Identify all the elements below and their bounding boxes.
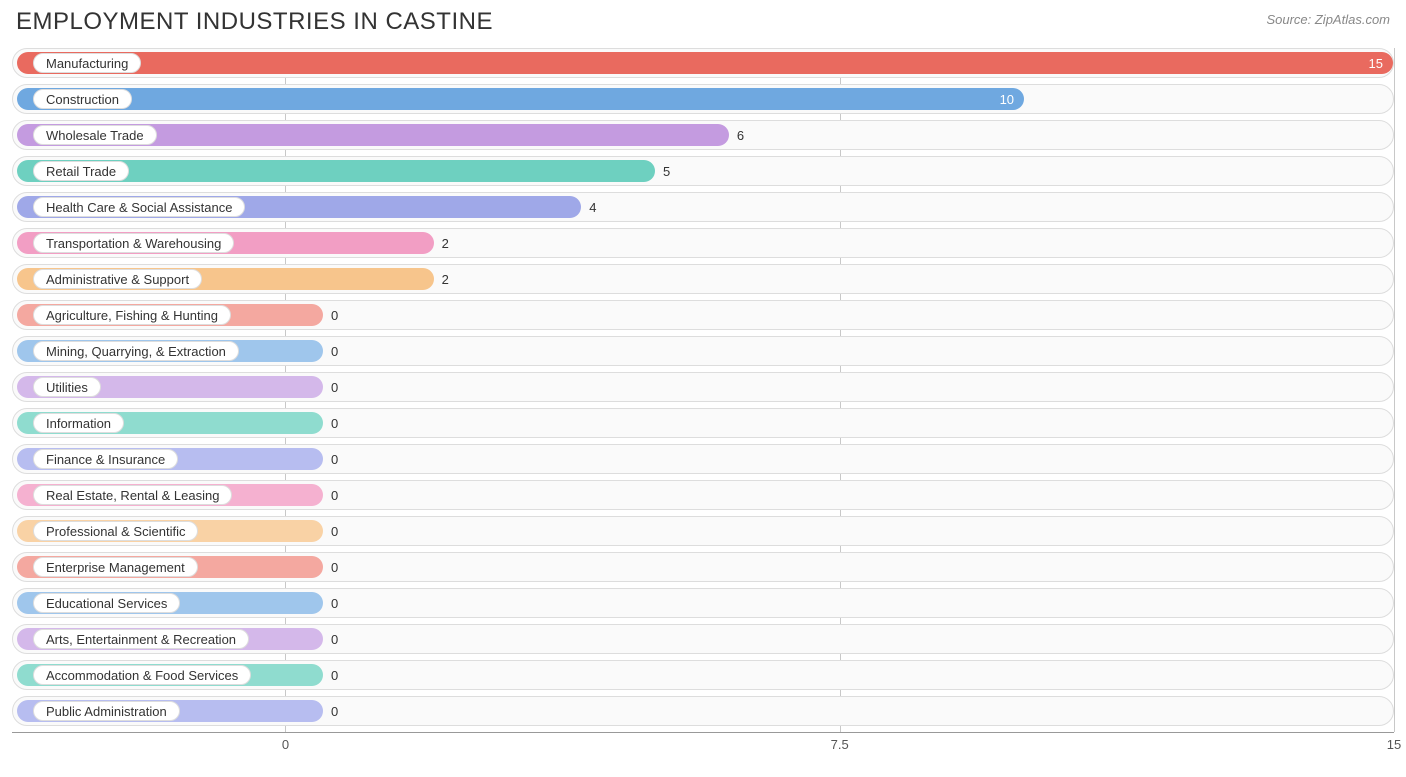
bar-value: 4 xyxy=(589,193,596,221)
bar-fill xyxy=(17,88,1024,110)
bar-value: 0 xyxy=(331,553,338,581)
bar-track: Construction 10 xyxy=(12,84,1394,114)
bar-value: 15 xyxy=(1369,49,1383,77)
bar-label: Information xyxy=(33,413,124,433)
bar-label: Manufacturing xyxy=(33,53,141,73)
bar-label: Transportation & Warehousing xyxy=(33,233,234,253)
bar-track: Manufacturing 15 xyxy=(12,48,1394,78)
bar-value: 2 xyxy=(442,265,449,293)
bar-track: Administrative & Support 2 xyxy=(12,264,1394,294)
bar-value: 5 xyxy=(663,157,670,185)
x-tick-label: 0 xyxy=(282,737,289,752)
bar-label: Mining, Quarrying, & Extraction xyxy=(33,341,239,361)
bar-label: Wholesale Trade xyxy=(33,125,157,145)
bar-value: 0 xyxy=(331,589,338,617)
bar-value: 0 xyxy=(331,337,338,365)
x-tick-label: 7.5 xyxy=(831,737,849,752)
chart-source: Source: ZipAtlas.com xyxy=(1266,12,1390,27)
x-axis: 07.515 xyxy=(12,732,1394,758)
bar-label: Accommodation & Food Services xyxy=(33,665,251,685)
bar-value: 0 xyxy=(331,481,338,509)
bar-value: 0 xyxy=(331,409,338,437)
bar-label: Enterprise Management xyxy=(33,557,198,577)
bar-track: Educational Services 0 xyxy=(12,588,1394,618)
bar-track: Retail Trade 5 xyxy=(12,156,1394,186)
bar-label: Retail Trade xyxy=(33,161,129,181)
bar-track: Utilities 0 xyxy=(12,372,1394,402)
bar-track: Public Administration 0 xyxy=(12,696,1394,726)
bar-label: Utilities xyxy=(33,377,101,397)
bar-label: Arts, Entertainment & Recreation xyxy=(33,629,249,649)
bar-value: 10 xyxy=(1000,85,1014,113)
bar-track: Information 0 xyxy=(12,408,1394,438)
bar-value: 0 xyxy=(331,661,338,689)
bar-track: Real Estate, Rental & Leasing 0 xyxy=(12,480,1394,510)
gridline xyxy=(1394,48,1395,732)
bar-track: Enterprise Management 0 xyxy=(12,552,1394,582)
bar-track: Health Care & Social Assistance 4 xyxy=(12,192,1394,222)
bar-list: Manufacturing 15 Construction 10 Wholesale T… xyxy=(12,48,1394,726)
bar-value: 0 xyxy=(331,697,338,725)
bar-label: Finance & Insurance xyxy=(33,449,178,469)
bar-value: 6 xyxy=(737,121,744,149)
bar-label: Health Care & Social Assistance xyxy=(33,197,245,217)
bar-track: Transportation & Warehousing 2 xyxy=(12,228,1394,258)
chart-container: EMPLOYMENT INDUSTRIES IN CASTINE Source:… xyxy=(0,0,1406,777)
bar-value: 0 xyxy=(331,373,338,401)
bar-value: 0 xyxy=(331,301,338,329)
bar-label: Construction xyxy=(33,89,132,109)
plot-area: Manufacturing 15 Construction 10 Wholesale T… xyxy=(12,48,1394,758)
bar-label: Educational Services xyxy=(33,593,180,613)
bar-track: Finance & Insurance 0 xyxy=(12,444,1394,474)
bar-value: 0 xyxy=(331,625,338,653)
bar-track: Agriculture, Fishing & Hunting 0 xyxy=(12,300,1394,330)
chart-header: EMPLOYMENT INDUSTRIES IN CASTINE Source:… xyxy=(12,8,1394,36)
bar-label: Administrative & Support xyxy=(33,269,202,289)
bar-label: Real Estate, Rental & Leasing xyxy=(33,485,232,505)
bar-label: Public Administration xyxy=(33,701,180,721)
x-tick-label: 15 xyxy=(1387,737,1401,752)
bar-track: Wholesale Trade 6 xyxy=(12,120,1394,150)
bar-label: Agriculture, Fishing & Hunting xyxy=(33,305,231,325)
bar-value: 0 xyxy=(331,517,338,545)
bar-label: Professional & Scientific xyxy=(33,521,198,541)
bar-track: Accommodation & Food Services 0 xyxy=(12,660,1394,690)
bar-track: Professional & Scientific 0 xyxy=(12,516,1394,546)
bar-value: 0 xyxy=(331,445,338,473)
bar-track: Mining, Quarrying, & Extraction 0 xyxy=(12,336,1394,366)
bar-fill xyxy=(17,52,1393,74)
bar-track: Arts, Entertainment & Recreation 0 xyxy=(12,624,1394,654)
bar-value: 2 xyxy=(442,229,449,257)
chart-title: EMPLOYMENT INDUSTRIES IN CASTINE xyxy=(16,8,493,36)
